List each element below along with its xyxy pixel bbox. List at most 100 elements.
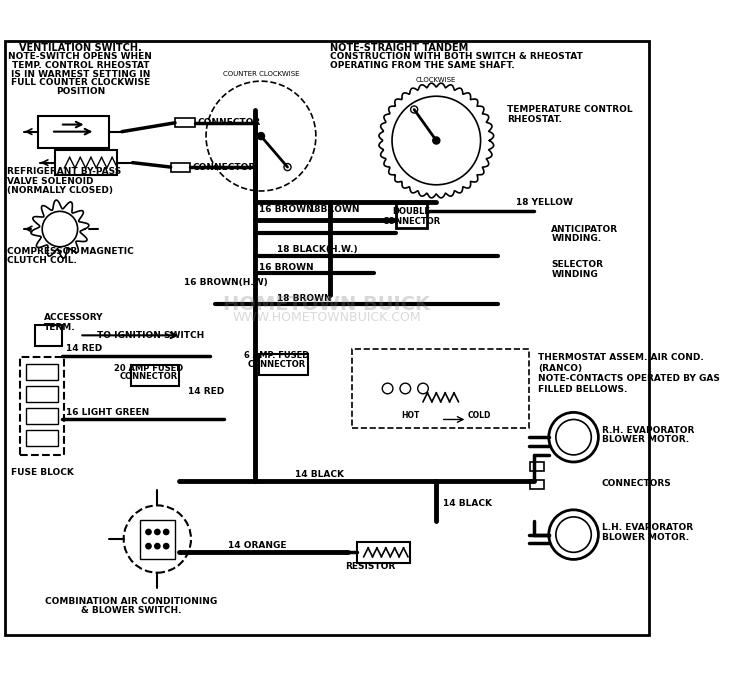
Text: L.H. EVAPORATOR: L.H. EVAPORATOR bbox=[602, 523, 693, 532]
Text: TERM.: TERM. bbox=[44, 323, 75, 332]
Text: 20 AMP FUSED: 20 AMP FUSED bbox=[114, 364, 183, 372]
Circle shape bbox=[556, 420, 592, 455]
Text: NOTE-SWITCH OPENS WHEN: NOTE-SWITCH OPENS WHEN bbox=[8, 52, 152, 61]
Bar bbox=[56, 150, 117, 175]
Circle shape bbox=[392, 96, 481, 185]
Text: ANTICIPATOR: ANTICIPATOR bbox=[551, 224, 619, 234]
Bar bbox=[130, 364, 180, 386]
Circle shape bbox=[549, 412, 598, 462]
Text: COUNTER CLOCKWISE: COUNTER CLOCKWISE bbox=[223, 71, 299, 77]
Text: REFRIGERANT BY-PASS: REFRIGERANT BY-PASS bbox=[7, 167, 121, 176]
Bar bbox=[139, 520, 175, 558]
Text: WINDING: WINDING bbox=[551, 270, 598, 279]
Text: RESISTOR: RESISTOR bbox=[345, 562, 395, 571]
Text: CONNECTOR: CONNECTOR bbox=[383, 216, 441, 226]
Text: BLOWER MOTOR.: BLOWER MOTOR. bbox=[602, 533, 689, 541]
Text: 14 ORANGE: 14 ORANGE bbox=[228, 541, 287, 550]
Bar bbox=[38, 116, 108, 147]
Text: COMBINATION AIR CONDITIONING: COMBINATION AIR CONDITIONING bbox=[45, 596, 217, 606]
Text: TEMPERATURE CONTROL: TEMPERATURE CONTROL bbox=[507, 105, 633, 114]
Text: WWW.HOMETOWNBUICK.COM: WWW.HOMETOWNBUICK.COM bbox=[232, 311, 421, 324]
Circle shape bbox=[400, 383, 410, 394]
Circle shape bbox=[556, 517, 592, 552]
Text: (NORMALLY CLOSED): (NORMALLY CLOSED) bbox=[7, 187, 113, 195]
Text: (RANCO): (RANCO) bbox=[538, 364, 582, 372]
Bar bbox=[356, 541, 410, 563]
Circle shape bbox=[163, 529, 169, 535]
Bar bbox=[352, 349, 529, 429]
Circle shape bbox=[257, 132, 265, 140]
Bar bbox=[530, 462, 545, 471]
Circle shape bbox=[410, 106, 418, 113]
Circle shape bbox=[549, 510, 598, 560]
Circle shape bbox=[155, 529, 160, 535]
Text: 18BROWN: 18BROWN bbox=[308, 205, 359, 214]
Bar bbox=[26, 430, 58, 446]
Circle shape bbox=[43, 212, 78, 247]
Text: CONNECTOR: CONNECTOR bbox=[197, 118, 260, 127]
Text: VALVE SOLENOID: VALVE SOLENOID bbox=[7, 176, 93, 186]
Text: 14 BLACK: 14 BLACK bbox=[443, 499, 493, 508]
Circle shape bbox=[383, 383, 393, 394]
Text: TO IGNITION SWITCH: TO IGNITION SWITCH bbox=[97, 331, 205, 340]
Circle shape bbox=[432, 137, 440, 144]
Bar bbox=[171, 163, 190, 172]
Text: CONNECTORS: CONNECTORS bbox=[602, 479, 671, 488]
Text: 16 BROWN: 16 BROWN bbox=[259, 205, 314, 214]
Text: FUSE BLOCK: FUSE BLOCK bbox=[11, 468, 73, 477]
Text: 16 BROWN(H.W): 16 BROWN(H.W) bbox=[184, 278, 268, 287]
Text: BLOWER MOTOR.: BLOWER MOTOR. bbox=[602, 435, 689, 444]
Circle shape bbox=[146, 544, 151, 549]
Text: CLOCKWISE: CLOCKWISE bbox=[416, 77, 457, 83]
Text: 14 RED: 14 RED bbox=[188, 387, 224, 395]
Text: DOUBLE: DOUBLE bbox=[392, 207, 430, 216]
Bar bbox=[175, 118, 194, 127]
Bar bbox=[20, 358, 65, 455]
Text: ACCESSORY: ACCESSORY bbox=[44, 313, 103, 322]
Text: COMPRESSOR MAGNETIC: COMPRESSOR MAGNETIC bbox=[7, 247, 133, 256]
Circle shape bbox=[418, 383, 428, 394]
Text: WINDING.: WINDING. bbox=[551, 235, 602, 243]
Text: HOMETOWN BUICK: HOMETOWN BUICK bbox=[223, 295, 430, 314]
Text: VENTILATION SWITCH.: VENTILATION SWITCH. bbox=[19, 43, 141, 53]
Bar bbox=[259, 354, 308, 375]
Text: HOT: HOT bbox=[401, 410, 419, 420]
Text: NOTE-STRAIGHT TANDEM: NOTE-STRAIGHT TANDEM bbox=[330, 43, 468, 53]
Text: 14 RED: 14 RED bbox=[66, 344, 103, 353]
Circle shape bbox=[124, 506, 191, 573]
Text: & BLOWER SWITCH.: & BLOWER SWITCH. bbox=[81, 606, 181, 615]
Text: 18 YELLOW: 18 YELLOW bbox=[516, 198, 573, 207]
Bar bbox=[530, 480, 545, 489]
Circle shape bbox=[163, 544, 169, 549]
Circle shape bbox=[155, 544, 160, 549]
Text: RHEOSTAT.: RHEOSTAT. bbox=[507, 115, 562, 124]
Circle shape bbox=[146, 529, 151, 535]
Bar bbox=[26, 408, 58, 424]
Text: POSITION: POSITION bbox=[56, 87, 105, 96]
Text: 6 AMP. FUSED: 6 AMP. FUSED bbox=[244, 352, 309, 360]
Bar bbox=[26, 364, 58, 380]
Bar bbox=[35, 324, 62, 346]
Text: CONNECTOR: CONNECTOR bbox=[193, 162, 256, 172]
Text: 16 LIGHT GREEN: 16 LIGHT GREEN bbox=[66, 408, 150, 417]
Text: NOTE-CONTACTS OPERATED BY GAS: NOTE-CONTACTS OPERATED BY GAS bbox=[538, 375, 720, 383]
Text: COLD: COLD bbox=[468, 410, 490, 420]
Text: CONNECTOR: CONNECTOR bbox=[119, 372, 177, 381]
Text: IS IN WARMEST SETTING IN: IS IN WARMEST SETTING IN bbox=[10, 70, 150, 78]
Text: CONNECTOR: CONNECTOR bbox=[248, 360, 306, 369]
Circle shape bbox=[284, 164, 291, 170]
Text: CONSTRUCTION WITH BOTH SWITCH & RHEOSTAT: CONSTRUCTION WITH BOTH SWITCH & RHEOSTAT bbox=[330, 52, 583, 61]
Bar bbox=[26, 386, 58, 402]
Text: 16 BROWN: 16 BROWN bbox=[259, 263, 314, 272]
Text: SELECTOR: SELECTOR bbox=[551, 260, 603, 269]
Text: CLUTCH COIL.: CLUTCH COIL. bbox=[7, 256, 77, 266]
Text: 18 BROWN: 18 BROWN bbox=[277, 293, 331, 303]
Text: FILLED BELLOWS.: FILLED BELLOWS. bbox=[538, 385, 627, 394]
Bar bbox=[396, 203, 427, 228]
Text: THERMOSTAT ASSEM. AIR COND.: THERMOSTAT ASSEM. AIR COND. bbox=[538, 353, 704, 362]
Text: R.H. EVAPORATOR: R.H. EVAPORATOR bbox=[602, 426, 694, 435]
Text: 18 BLACK(H.W.): 18 BLACK(H.W.) bbox=[277, 245, 358, 254]
Text: TEMP. CONTROL RHEOSTAT: TEMP. CONTROL RHEOSTAT bbox=[12, 61, 149, 70]
Text: 14 BLACK: 14 BLACK bbox=[295, 470, 344, 479]
Text: OPERATING FROM THE SAME SHAFT.: OPERATING FROM THE SAME SHAFT. bbox=[330, 61, 515, 70]
